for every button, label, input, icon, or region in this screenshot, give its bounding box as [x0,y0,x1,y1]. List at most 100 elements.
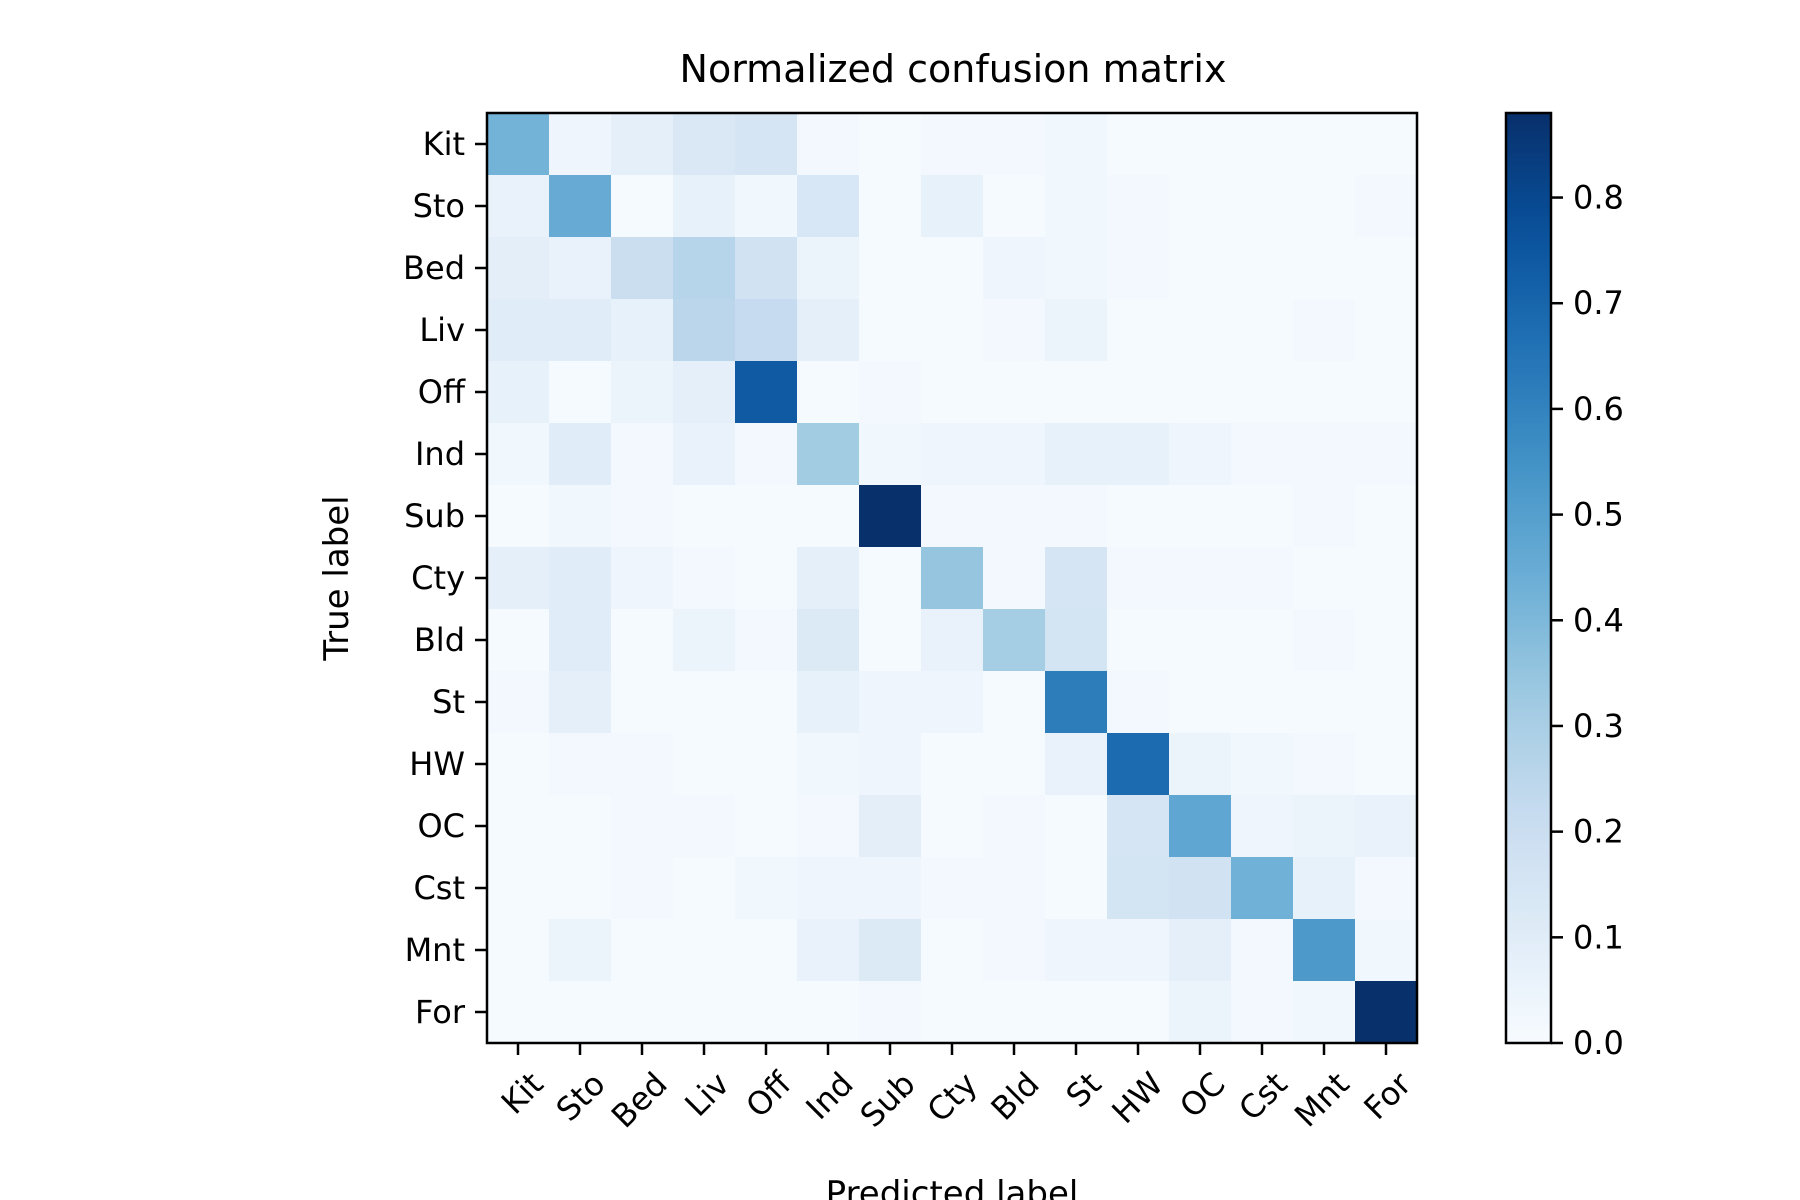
x-tick-label: Cst [1231,1065,1294,1128]
x-tick-label: Mnt [1287,1065,1357,1135]
heatmap-cell-off-ind [797,361,860,424]
heatmap-cell-bed-hw [1107,237,1170,300]
heatmap-cell-bed-st [1045,237,1108,300]
heatmap-cell-kit-bld [983,113,1046,176]
heatmap-cell-bld-bld [983,609,1046,672]
heatmap-cell-hw-cty [921,733,984,796]
heatmap-cell-oc-liv [673,795,736,858]
heatmap-cell-mnt-cst [1231,919,1294,982]
heatmap-cell-hw-mnt [1293,733,1356,796]
heatmap-cell-liv-kit [487,299,550,362]
heatmap-cell-kit-sub [859,113,922,176]
heatmap-cell-cst-st [1045,857,1108,920]
heatmap-cell-hw-bed [611,733,674,796]
heatmap-cell-off-kit [487,361,550,424]
heatmap-cell-st-bed [611,671,674,734]
heatmap-cell-kit-oc [1169,113,1232,176]
heatmap-cell-cst-hw [1107,857,1170,920]
x-axis-label: Predicted label [826,1174,1079,1200]
heatmap-cell-mnt-hw [1107,919,1170,982]
y-tick-label: Kit [423,125,465,163]
y-tick-label: Sub [404,497,465,535]
heatmap-cell-st-off [735,671,798,734]
heatmap-cell-cty-liv [673,547,736,610]
x-tick-label: HW [1104,1065,1170,1131]
heatmap-cell-cst-sto [549,857,612,920]
heatmap-cell-sub-cty [921,485,984,548]
heatmap-cell-hw-sto [549,733,612,796]
heatmap-cell-cty-hw [1107,547,1170,610]
y-axis-ticks: Kit Sto Bed Liv Off Ind Sub Cty Bld St HW OC Cst Mnt F… [403,125,487,1031]
heatmap-cell-off-st [1045,361,1108,424]
heatmap-cell-liv-hw [1107,299,1170,362]
heatmap-cell-ind-sub [859,423,922,486]
heatmap-cell-bld-liv [673,609,736,672]
heatmap-cell-hw-for [1355,733,1418,796]
heatmap-cell-mnt-st [1045,919,1108,982]
x-tick-label: Sub [853,1065,923,1135]
heatmap-cell-for-kit [487,981,550,1044]
heatmap-cell-bld-cst [1231,609,1294,672]
heatmap-cell-bed-bld [983,237,1046,300]
heatmap-cell-off-bld [983,361,1046,424]
heatmap-cell-bed-off [735,237,798,300]
heatmap-cell-liv-for [1355,299,1418,362]
heatmap-cell-liv-oc [1169,299,1232,362]
heatmap-cell-for-bed [611,981,674,1044]
heatmap-cell-bld-bed [611,609,674,672]
heatmap-cell-oc-hw [1107,795,1170,858]
heatmap-cell-sto-sub [859,175,922,238]
heatmap-cell-bed-mnt [1293,237,1356,300]
heatmap-cell-hw-sub [859,733,922,796]
heatmap-cell-cst-sub [859,857,922,920]
heatmap-cell-hw-oc [1169,733,1232,796]
y-tick-label: Cty [411,559,465,597]
y-tick-label: Mnt [405,931,465,969]
colorbar-tick-label: 0.7 [1573,284,1624,322]
y-tick-label: Bld [414,621,465,659]
heatmap-cell-bld-oc [1169,609,1232,672]
heatmap-cell-sub-for [1355,485,1418,548]
y-tick-label: HW [409,745,465,783]
heatmap-cell-mnt-sub [859,919,922,982]
heatmap-cell-cty-sub [859,547,922,610]
heatmap-cell-cty-off [735,547,798,610]
colorbar-tick-label: 0.5 [1573,496,1624,534]
heatmap-cell-for-sto [549,981,612,1044]
heatmap-cell-hw-cst [1231,733,1294,796]
heatmap-cell-mnt-ind [797,919,860,982]
heatmap-cell-for-bld [983,981,1046,1044]
heatmap-cell-ind-cty [921,423,984,486]
heatmap-cell-bed-cst [1231,237,1294,300]
heatmap-cell-ind-liv [673,423,736,486]
heatmap-cell-sto-cst [1231,175,1294,238]
heatmap-cell-kit-sto [549,113,612,176]
colorbar-tick-label: 0.8 [1573,179,1624,217]
heatmap-cell-hw-st [1045,733,1108,796]
heatmap-cell-hw-liv [673,733,736,796]
heatmap-cell-sto-bld [983,175,1046,238]
heatmap-cell-mnt-off [735,919,798,982]
heatmap-cell-cst-cst [1231,857,1294,920]
heatmap-cell-ind-hw [1107,423,1170,486]
heatmap-cell-liv-bed [611,299,674,362]
heatmap-cell-oc-sto [549,795,612,858]
heatmap-cell-sto-for [1355,175,1418,238]
heatmap-cell-hw-hw [1107,733,1170,796]
heatmap-cell-bed-cty [921,237,984,300]
heatmap-cell-sub-st [1045,485,1108,548]
y-tick-label: Bed [403,249,465,287]
chart-title: Normalized confusion matrix [680,47,1227,91]
colorbar-tick-label: 0.2 [1573,813,1624,851]
heatmap-cell-bld-kit [487,609,550,672]
heatmap-cell-mnt-for [1355,919,1418,982]
heatmap-cell-liv-off [735,299,798,362]
heatmap-cell-sto-sto [549,175,612,238]
heatmap-cell-sto-ind [797,175,860,238]
heatmap-cell-cst-ind [797,857,860,920]
heatmap-cell-cty-mnt [1293,547,1356,610]
x-tick-label: Kit [494,1065,551,1122]
heatmap-cell-for-sub [859,981,922,1044]
heatmap-cell-cty-bld [983,547,1046,610]
colorbar-tick-label: 0.0 [1573,1024,1624,1062]
